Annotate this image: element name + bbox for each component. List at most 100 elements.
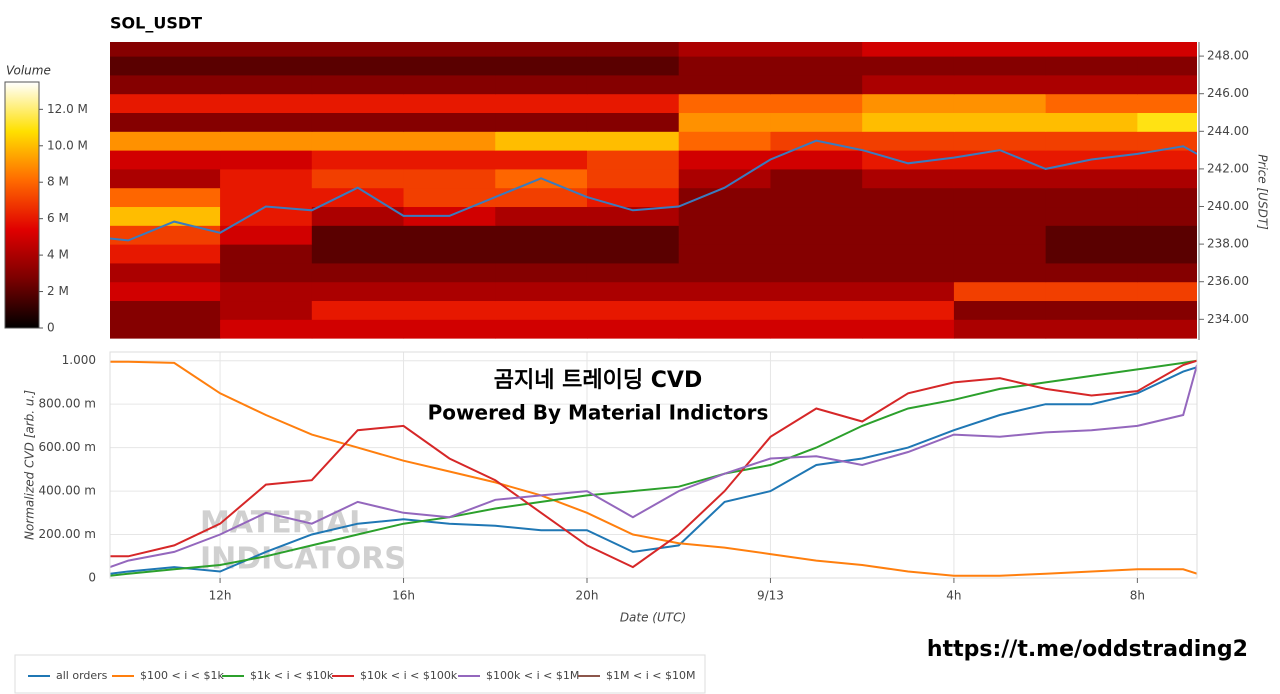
x-tick-label: 16h [392, 589, 415, 603]
heat-cell [220, 42, 313, 57]
heat-cell [403, 300, 496, 320]
colorbar-tick-label: 12.0 M [47, 102, 88, 116]
heat-cell [953, 74, 1047, 95]
heat-cell [403, 244, 496, 264]
heat-cell [862, 74, 955, 95]
colorbar-tick-label: 8 M [47, 175, 69, 189]
colorbar-tick-label: 6 M [47, 211, 69, 225]
y-tick-label: 600.00 m [39, 440, 97, 454]
heat-cell [311, 56, 405, 76]
heat-cell [220, 262, 313, 283]
heat-cell [220, 225, 313, 245]
heat-cell [678, 187, 771, 208]
heat-cell [586, 319, 680, 339]
heat-cell [495, 74, 588, 95]
heat-cell [953, 225, 1047, 245]
heat-cell [770, 74, 863, 95]
heat-cell [953, 244, 1047, 264]
heat-cell [1137, 168, 1197, 189]
heat-cell [953, 42, 1047, 57]
colorbar-title: Volume [6, 64, 51, 78]
heat-cell [586, 168, 680, 189]
cvd-line [110, 366, 1197, 575]
heat-cell [770, 225, 863, 245]
heat-cell [586, 150, 680, 170]
heat-cell [953, 300, 1047, 320]
x-tick-label: 12h [209, 589, 232, 603]
heat-cell [1045, 93, 1138, 114]
cvd-line [110, 359, 1197, 569]
heat-cell [1045, 56, 1138, 76]
heat-cell [1045, 300, 1138, 320]
heat-cell [862, 300, 955, 320]
heat-cell [403, 225, 496, 245]
heat-cell [220, 93, 313, 114]
heat-cell [220, 187, 313, 208]
heat-cell [586, 131, 680, 151]
heat-cell [110, 56, 221, 76]
heat-cell [495, 131, 588, 151]
heat-cell [770, 206, 863, 226]
y-axis-label: Normalized CVD [arb. u.] [23, 390, 37, 540]
heat-cell [678, 93, 771, 114]
heat-cell [403, 112, 496, 132]
heat-cell [1045, 112, 1138, 132]
heat-cell [862, 168, 955, 189]
heat-cell [678, 206, 771, 226]
heat-cell [1045, 168, 1138, 189]
lines [110, 359, 1197, 577]
heat-cell [862, 56, 955, 76]
heat-cell [311, 244, 405, 264]
legend-box [14, 654, 706, 694]
y-tick-label: 0 [88, 571, 96, 585]
heat-cell [311, 206, 405, 226]
y-tick-label: 800.00 m [39, 397, 97, 411]
heat-cell [1137, 131, 1197, 151]
legend-label: $1k < i < $10k [250, 669, 334, 682]
heat-cell [110, 206, 221, 226]
y-axis-label: Price [USDT] [1256, 154, 1270, 230]
heat-cell [678, 74, 771, 95]
heat-cell [953, 150, 1047, 170]
heat-cell [953, 112, 1047, 132]
heat-cell [770, 56, 863, 76]
heat-cell [586, 206, 680, 226]
y-tick-label: 246.00 [1207, 86, 1249, 100]
heat-cell [1137, 300, 1197, 320]
heat-cell [586, 225, 680, 245]
heat-cell [770, 319, 863, 339]
heat-cell [220, 112, 313, 132]
heat-cell [862, 131, 955, 151]
heat-cell [495, 150, 588, 170]
heat-cell [1137, 319, 1197, 339]
cvd-line [110, 360, 1197, 577]
heat-cell [311, 42, 405, 57]
heat-cell [110, 168, 221, 189]
heat-cell [220, 319, 313, 339]
heat-cell [678, 300, 771, 320]
heat-cell [311, 168, 405, 189]
heat-cell [1137, 244, 1197, 264]
heat-cell [220, 168, 313, 189]
cvd-line [110, 359, 1197, 577]
heat-cell [1045, 42, 1138, 57]
heat-cell [862, 150, 955, 170]
heat-cell [495, 225, 588, 245]
annotation: 곰지네 트레이딩 CVD [494, 368, 702, 393]
heat-cell [403, 74, 496, 95]
colorbar-tick-label: 10.0 M [47, 138, 88, 152]
heat-cell [770, 300, 863, 320]
heat-cell [770, 187, 863, 208]
heat-cell [403, 131, 496, 151]
heat-cell [220, 150, 313, 170]
heat-cell [311, 300, 405, 320]
heat-cell [862, 319, 955, 339]
heat-cell [220, 74, 313, 95]
heat-cell [403, 42, 496, 57]
legend-label: $10k < i < $100k [360, 669, 458, 682]
heat-cell [1137, 225, 1197, 245]
y-tick-label: 236.00 [1207, 274, 1249, 288]
price-line [110, 139, 1197, 242]
heat-cell [495, 262, 588, 283]
